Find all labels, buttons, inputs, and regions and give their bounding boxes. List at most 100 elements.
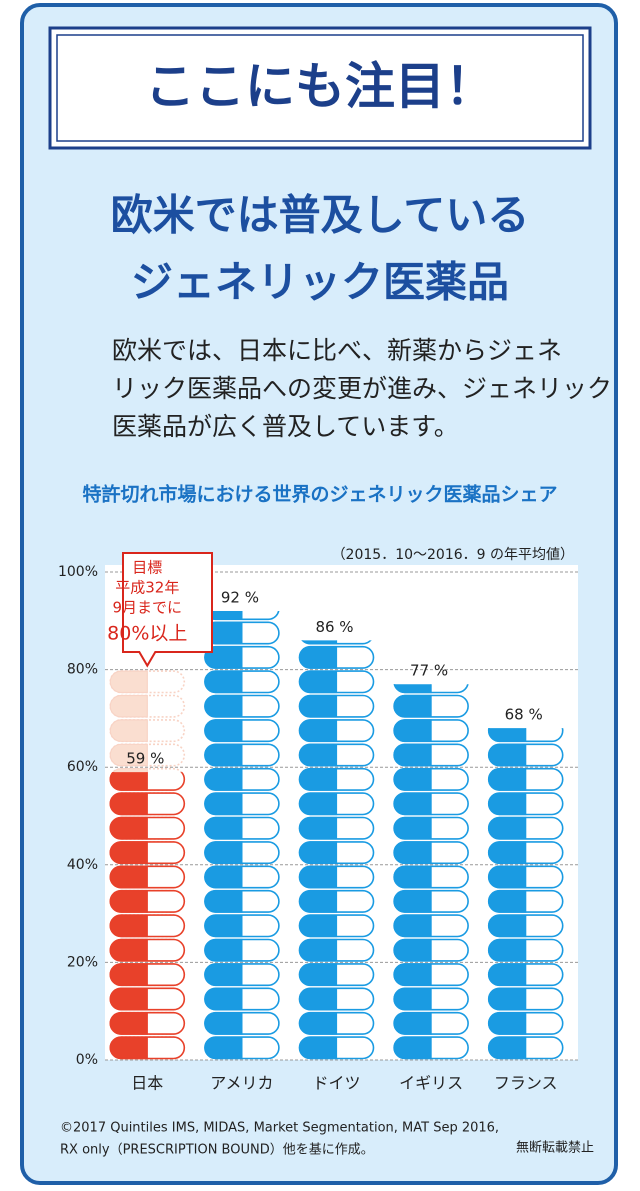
pill-half — [393, 1012, 432, 1035]
pill-half — [488, 938, 527, 962]
pill-half — [488, 914, 527, 938]
bar — [487, 728, 564, 1060]
bar — [204, 611, 280, 1060]
pill-half — [488, 865, 527, 889]
value-label: 86 % — [315, 618, 353, 636]
pill-half — [393, 684, 432, 694]
pill-half — [393, 816, 432, 840]
pill-half — [298, 816, 338, 840]
pill-half — [109, 914, 148, 938]
body-text: リック医薬品への変更が進み、ジェネリック — [112, 374, 612, 403]
pill-half — [109, 1012, 148, 1035]
y-tick-label: 20% — [67, 954, 98, 970]
target-label: 9月までに — [113, 599, 183, 617]
target-label: 80%以上 — [107, 623, 187, 645]
rights: 無断転載禁止 — [516, 1141, 594, 1156]
pill-half — [393, 938, 432, 962]
pill-half — [204, 987, 243, 1011]
pill-half — [204, 768, 243, 791]
pill-half — [204, 646, 243, 669]
pill-half — [488, 841, 527, 864]
pill-half — [298, 694, 338, 718]
pill-half — [109, 792, 148, 816]
header: ここにも注目！ — [145, 58, 495, 116]
value-label: 77 % — [410, 662, 448, 680]
pill — [109, 670, 186, 694]
title: 欧米では普及している — [111, 191, 530, 240]
header-inner-border — [56, 34, 584, 142]
pill-stack — [393, 684, 469, 1060]
pill-half — [298, 963, 338, 986]
pill-half — [109, 963, 148, 986]
pill-half — [109, 841, 148, 864]
pill-half — [488, 963, 527, 986]
x-tick-label: アメリカ — [210, 1074, 273, 1093]
pill-stack — [204, 611, 280, 1060]
target-label: 平成32年 — [115, 579, 179, 597]
header-box — [48, 26, 592, 150]
pill-half — [298, 792, 338, 816]
callout — [122, 552, 213, 668]
pill-half — [204, 1012, 243, 1035]
pill-half — [298, 768, 338, 791]
pill-half — [204, 670, 243, 694]
pill-half — [109, 938, 148, 962]
source: ©2017 Quintiles IMS, MIDAS, Market Segme… — [60, 1121, 499, 1136]
pill-half — [393, 865, 432, 889]
pill-half — [109, 987, 148, 1011]
x-tick-label: フランス — [494, 1074, 558, 1093]
x-tick-label: ドイツ — [312, 1074, 360, 1093]
body-text: 欧米では、日本に比べ、新薬からジェネ — [112, 336, 562, 365]
pill-stack — [298, 640, 375, 1060]
pill-half — [301, 640, 338, 645]
pill-half — [488, 743, 527, 767]
pill-half — [298, 914, 338, 938]
pill-half — [298, 719, 338, 742]
pill-half — [204, 611, 243, 620]
pill-half — [204, 694, 243, 718]
pill-half — [109, 719, 148, 742]
pill-half — [488, 890, 527, 913]
pill-half — [393, 914, 432, 938]
pill-half — [393, 963, 432, 986]
chart: 0% 20% 40% 60% 80% 100% 日本 59 % アメリカ 92 % ドイツ 86 % イ… — [58, 552, 578, 1093]
source: RX only（PRESCRIPTION BOUND）他を基に作成。 — [60, 1143, 374, 1158]
pill-half — [204, 841, 243, 864]
pill-stack — [109, 772, 186, 1060]
pill-half — [393, 890, 432, 913]
bar — [298, 640, 375, 1060]
value-label: 59 % — [126, 750, 164, 768]
pill-half — [488, 792, 527, 816]
y-tick-label: 100% — [58, 564, 98, 580]
bar — [393, 684, 469, 1060]
pill-half — [488, 816, 527, 840]
pill-half — [109, 694, 148, 718]
pill-half — [298, 987, 338, 1011]
pill-half — [298, 841, 338, 864]
pill-half — [393, 743, 432, 767]
value-label: 68 % — [505, 706, 543, 724]
pill-half — [204, 865, 243, 889]
y-tick-label: 40% — [67, 857, 98, 873]
pill-half — [298, 938, 338, 962]
pill-half — [393, 768, 432, 791]
pill — [109, 743, 186, 767]
pill-half — [393, 987, 432, 1011]
pill-half — [393, 792, 432, 816]
target-label: 目標 — [132, 559, 162, 577]
pill — [109, 694, 186, 718]
chart-title: 特許切れ市場における世界のジェネリック医薬品シェア — [82, 483, 557, 506]
pill-half — [488, 1036, 527, 1060]
pill-half — [204, 743, 243, 767]
pill-half — [109, 890, 148, 913]
pill-stack — [487, 728, 564, 1060]
body-text: 医薬品が広く普及しています。 — [112, 412, 459, 441]
pill-half — [298, 1012, 338, 1035]
pill-half — [204, 890, 243, 913]
pill — [109, 719, 186, 743]
pill-half — [298, 1036, 338, 1060]
pill-half — [109, 816, 148, 840]
title: ジェネリック医薬品 — [131, 258, 509, 307]
pill-half — [204, 938, 243, 962]
